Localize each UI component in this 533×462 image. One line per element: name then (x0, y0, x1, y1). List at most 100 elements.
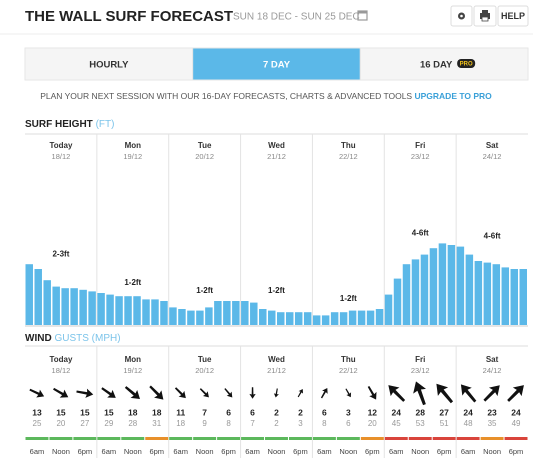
wind-arrow (273, 388, 279, 398)
wind-gust: 29 (104, 419, 113, 428)
wind-arrow (297, 389, 303, 398)
surf-bar (375, 309, 384, 325)
surf-bar (187, 310, 195, 325)
print-button[interactable] (473, 5, 497, 27)
wind-arrow (149, 385, 164, 400)
pro-badge (457, 59, 476, 68)
wind-time: 6am (317, 447, 332, 456)
surf-bar (34, 269, 42, 325)
wind-arrow (436, 383, 454, 404)
surf-bar (115, 296, 123, 325)
surf-bar (52, 286, 60, 325)
surf-day-label: 1-2ft (340, 294, 357, 303)
wind-gust: 48 (464, 419, 473, 428)
wind-rating (480, 437, 504, 440)
day-date: 24/12 (483, 366, 502, 375)
settings-button[interactable] (450, 5, 473, 27)
wind-speed: 18 (152, 407, 162, 417)
day-name: Mon (125, 141, 142, 150)
day-name: Sat (486, 141, 499, 150)
wind-speed: 15 (56, 407, 66, 417)
wind-gust: 45 (392, 419, 401, 428)
wind-speed: 6 (322, 407, 327, 417)
wind-arrow (124, 386, 140, 400)
wind-rating (408, 437, 432, 440)
surf-bar (303, 312, 312, 325)
day-name: Sat (486, 355, 499, 364)
wind-gust: 3 (298, 419, 303, 428)
tab[interactable]: HOURLY (24, 47, 194, 81)
wind-gust: 2 (274, 419, 279, 428)
tab-bg (24, 47, 194, 81)
wind-rating (504, 437, 528, 440)
day-name: Wed (268, 355, 285, 364)
wind-time: 6pm (149, 447, 164, 456)
wind-rating (25, 437, 49, 440)
wind-speed: 2 (298, 407, 303, 417)
tab[interactable]: 16 DAY PRO (359, 47, 529, 81)
day-date: 22/12 (339, 366, 358, 375)
wind-rating (265, 437, 288, 440)
surf-day-label: 1-2ft (268, 286, 285, 295)
wind-time: 6am (389, 447, 404, 456)
surf-bar (43, 280, 51, 325)
wind-gust: 35 (488, 419, 497, 428)
surf-bar (61, 288, 69, 325)
wind-arrow (483, 385, 500, 402)
wind-speed: 27 (439, 407, 449, 417)
wind-time: Noon (483, 447, 501, 456)
upgrade-link[interactable]: UPGRADE TO PRO (414, 91, 492, 101)
tab-bg (359, 47, 529, 81)
wind-arrow-shape (460, 384, 477, 403)
help-button[interactable]: HELP (497, 5, 529, 27)
wind-rating (432, 437, 456, 440)
wind-arrow (388, 385, 406, 402)
day-date: 20/12 (195, 366, 214, 375)
day-date: 22/12 (339, 152, 358, 161)
wind-arrow (320, 387, 328, 399)
surf-bar (501, 267, 510, 325)
promo-text: PLAN YOUR NEXT SESSION WITH OUR 16-DAY F… (40, 91, 412, 101)
wind-rating (217, 437, 241, 440)
wind-time: 6pm (365, 447, 380, 456)
wind-arrow-shape (124, 386, 140, 400)
calendar-icon[interactable] (357, 10, 368, 21)
day-name: Mon (125, 355, 142, 364)
day-name: Fri (415, 141, 425, 150)
surf-bar (357, 310, 366, 325)
wind-arrow-shape (367, 385, 377, 400)
wind-arrow (101, 387, 116, 398)
wind-time: 6pm (221, 447, 236, 456)
surf-bar (259, 309, 267, 325)
surf-bar (25, 264, 33, 325)
wind-arrow-shape (29, 388, 45, 398)
tab-label: 16 DAY (420, 60, 453, 71)
tab-label: 7 DAY (263, 60, 291, 71)
wind-arrow-shape (483, 385, 500, 402)
surf-title: SURF HEIGHT (FT) (25, 119, 114, 130)
wind-rating (288, 437, 312, 440)
wind-time: 6am (461, 447, 476, 456)
day-date: 19/12 (123, 152, 142, 161)
wind-rating (312, 437, 336, 440)
surf-bar (160, 301, 168, 325)
wind-arrow (413, 381, 426, 406)
wind-speed: 11 (176, 407, 185, 417)
wind-time: Noon (124, 447, 142, 456)
surf-bar (438, 243, 447, 325)
wind-gust: 51 (440, 419, 449, 428)
surf-bar (88, 291, 96, 325)
wind-speed: 2 (274, 407, 279, 417)
tab-label: HOURLY (89, 60, 129, 71)
wind-time: 6am (245, 447, 260, 456)
surf-bar (196, 310, 204, 325)
wind-rating (97, 437, 121, 440)
day-date: 24/12 (483, 152, 502, 161)
wind-arrow-shape (224, 388, 233, 398)
surf-bar (519, 269, 527, 325)
surf-bar (97, 293, 105, 325)
day-name: Thu (341, 355, 356, 364)
surf-bar (411, 259, 420, 325)
tab[interactable]: 7 DAY (192, 47, 361, 81)
